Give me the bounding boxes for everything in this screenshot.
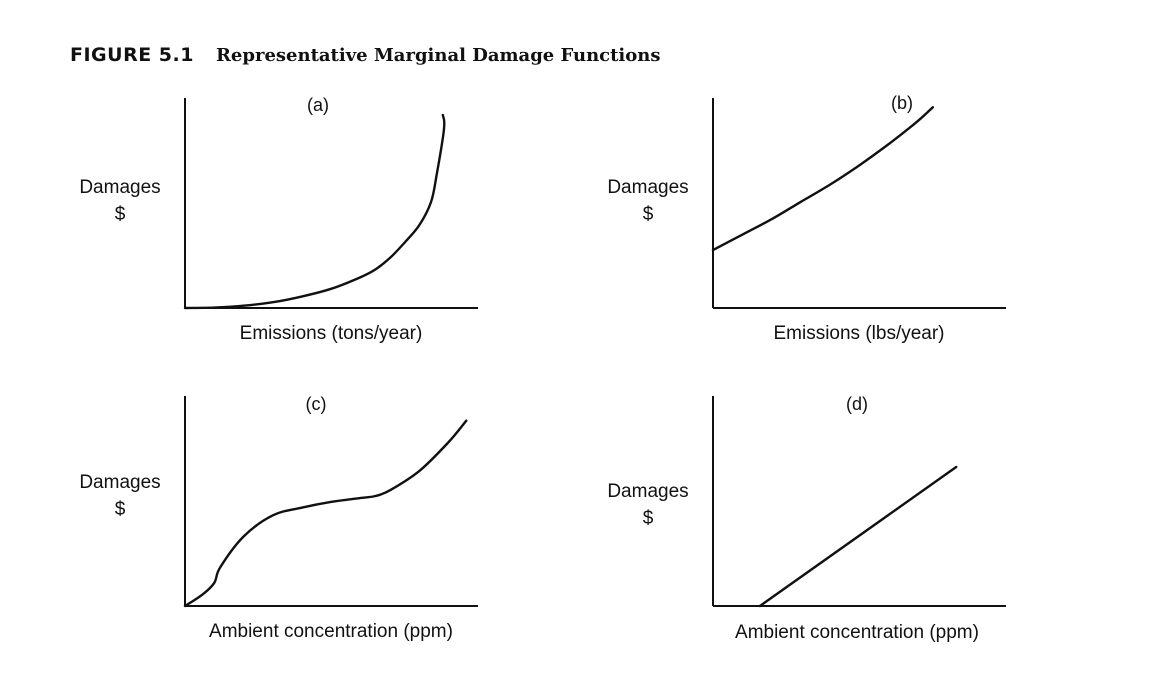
- y-axis-label: Damages: [79, 177, 160, 198]
- y-axis-unit: $: [115, 204, 126, 225]
- panel-label: (c): [306, 394, 327, 414]
- damage-curve: [183, 419, 468, 608]
- panel-label: (b): [891, 93, 913, 113]
- x-axis-label: Ambient concentration (ppm): [209, 621, 453, 642]
- panel-b: (b) Damages $ Emissions (lbs/year): [607, 93, 1006, 344]
- panel-d: (d) Damages $ Ambient concentration (ppm…: [607, 394, 1006, 643]
- x-axis-label: Emissions (lbs/year): [773, 323, 944, 344]
- y-axis-unit: $: [643, 508, 654, 529]
- y-axis-label: Damages: [79, 472, 160, 493]
- panel-label: (d): [846, 394, 868, 414]
- y-axis-unit: $: [643, 204, 654, 225]
- damage-curve: [711, 106, 934, 252]
- damage-curve: [758, 465, 958, 608]
- y-axis-label: Damages: [607, 177, 688, 198]
- figure-caption: FIGURE 5.1 Representative Marginal Damag…: [70, 44, 661, 66]
- damage-curve: [183, 113, 446, 310]
- y-axis-unit: $: [115, 499, 126, 520]
- figure-title: Representative Marginal Damage Functions: [215, 45, 661, 66]
- panel-c: (c) Damages $ Ambient concentration (ppm…: [79, 394, 478, 642]
- y-axis-label: Damages: [607, 481, 688, 502]
- figure-number: FIGURE 5.1: [70, 44, 194, 66]
- panel-a: (a) Damages $ Emissions (tons/year): [79, 95, 478, 344]
- x-axis-label: Ambient concentration (ppm): [735, 622, 979, 643]
- x-axis-label: Emissions (tons/year): [240, 323, 423, 344]
- panel-label: (a): [307, 95, 329, 115]
